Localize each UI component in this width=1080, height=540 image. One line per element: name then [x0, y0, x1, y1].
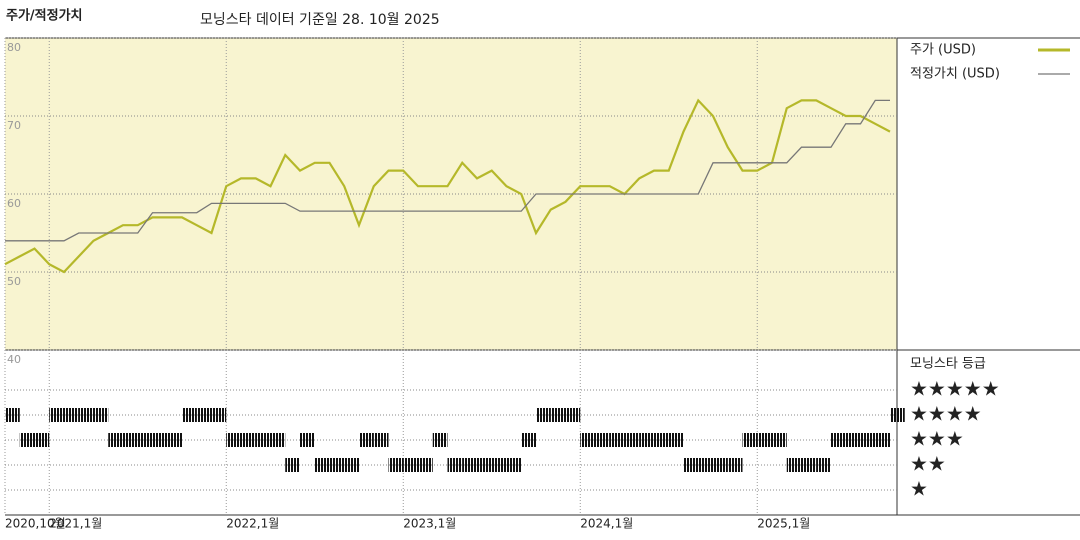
rating-bar	[816, 458, 831, 472]
rating-bar	[241, 433, 256, 447]
rating-bar	[359, 433, 374, 447]
rating-bar	[890, 408, 905, 422]
x-tick-label: 2021,1월	[49, 517, 102, 531]
rating-panel	[5, 350, 897, 515]
rating-bar	[226, 433, 241, 447]
rating-bar	[845, 433, 861, 447]
rating-bar	[93, 408, 109, 422]
rating-bar	[565, 408, 581, 422]
rating-label: ★	[910, 477, 928, 501]
rating-bar	[772, 433, 787, 447]
rating-bar	[418, 458, 433, 472]
rating-bar	[432, 433, 448, 447]
rating-bar	[624, 433, 640, 447]
rating-bar	[123, 433, 138, 447]
rating-bar	[477, 458, 492, 472]
y-tick-label: 80	[7, 41, 21, 54]
x-tick-label: 2020,10월	[5, 517, 66, 531]
series-line	[4, 98, 891, 274]
rating-bar	[875, 433, 890, 447]
chart-title: 주가/적정가치	[6, 8, 83, 24]
rating-bar	[64, 408, 79, 422]
rating-bar	[609, 433, 625, 447]
rating-bar	[137, 433, 153, 447]
y-tick-label: 60	[7, 197, 21, 210]
rating-bar	[285, 458, 300, 472]
rating-bar	[34, 433, 50, 447]
plot-background	[5, 38, 897, 350]
rating-bar	[831, 433, 846, 447]
rating-bar	[595, 433, 610, 447]
rating-bar	[698, 458, 713, 472]
legend-label: 적정가치 (USD)	[910, 67, 1000, 82]
rating-bar	[403, 458, 418, 472]
rating-bar	[300, 433, 315, 447]
rating-bar	[462, 458, 477, 472]
rating-label: ★★★	[910, 427, 964, 451]
rating-bar	[727, 458, 743, 472]
rating-bar	[211, 408, 227, 422]
rating-bar	[314, 458, 330, 472]
rating-title: 모닝스타 등급	[910, 357, 986, 372]
rating-bar	[152, 433, 168, 447]
x-tick-label: 2023,1월	[403, 517, 456, 531]
rating-bar	[491, 458, 507, 472]
rating-bar	[49, 408, 64, 422]
series-line	[5, 99, 890, 242]
rating-label: ★★★★	[910, 402, 982, 426]
rating-bar	[373, 433, 389, 447]
y-tick-label: 40	[7, 353, 21, 366]
rating-bar	[683, 458, 699, 472]
rating-bar	[536, 408, 551, 422]
rating-bar	[108, 433, 123, 447]
rating-bar	[255, 433, 271, 447]
legend-label: 주가 (USD)	[910, 43, 976, 58]
y-tick-label: 50	[7, 275, 21, 288]
rating-bar	[860, 433, 876, 447]
rating-label: ★★★★★	[910, 377, 1000, 401]
rating-bar	[196, 408, 212, 422]
rating-bar	[270, 433, 286, 447]
rating-bar	[654, 433, 669, 447]
rating-bar	[580, 433, 595, 447]
x-tick-label: 2022,1월	[226, 517, 279, 531]
rating-bar	[388, 458, 404, 472]
rating-bar	[668, 433, 684, 447]
rating-bar	[550, 408, 566, 422]
rating-bar	[5, 408, 20, 422]
rating-label: ★★	[910, 452, 946, 476]
chart-subtitle: 모닝스타 데이터 기준일 28. 10월 2025	[200, 12, 440, 28]
rating-bar	[786, 458, 802, 472]
x-tick-label: 2025,1월	[757, 517, 810, 531]
y-tick-label: 70	[7, 119, 21, 132]
x-tick-label: 2024,1월	[580, 517, 633, 531]
rating-bar	[182, 408, 197, 422]
rating-bar	[167, 433, 182, 447]
rating-bar	[329, 458, 345, 472]
rating-bar	[447, 458, 463, 472]
rating-bar	[742, 433, 758, 447]
rating-bar	[19, 433, 35, 447]
rating-bar	[506, 458, 522, 472]
rating-bar	[521, 433, 536, 447]
rating-bar	[801, 458, 817, 472]
rating-bar	[757, 433, 772, 447]
rating-bar	[344, 458, 359, 472]
rating-bar	[78, 408, 94, 422]
rating-bar	[713, 458, 728, 472]
rating-bar	[639, 433, 654, 447]
